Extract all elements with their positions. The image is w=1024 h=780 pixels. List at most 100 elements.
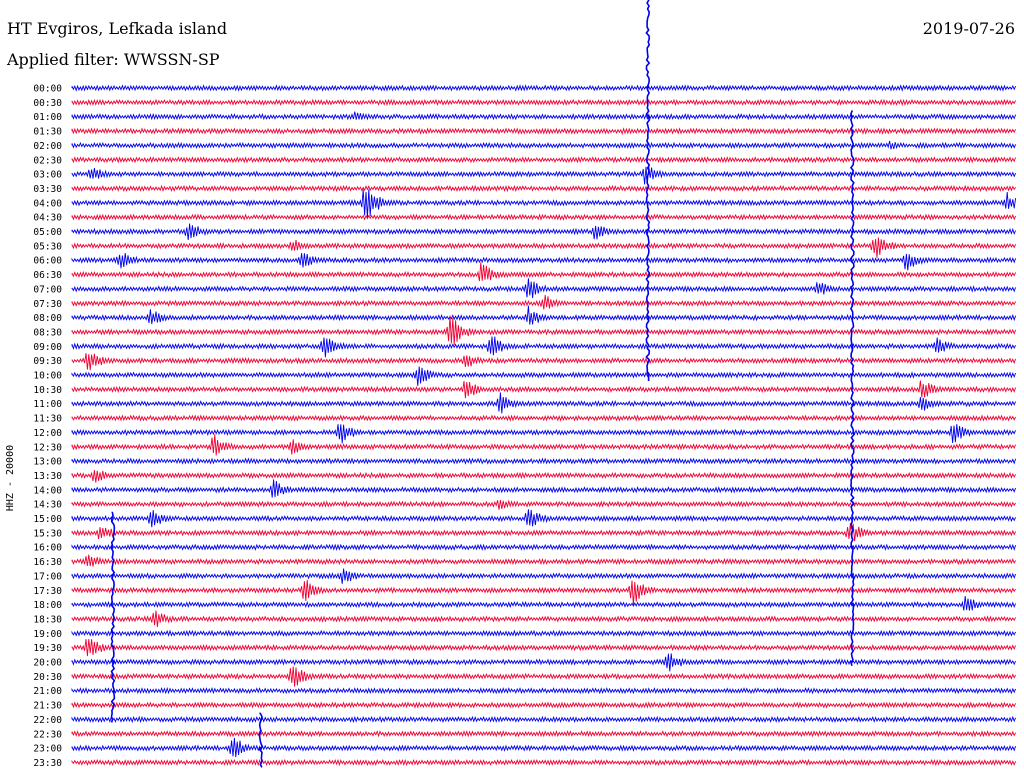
- trace-line: [71, 629, 1017, 637]
- trace-line: [71, 380, 1017, 399]
- row-time-label: 11:00: [33, 399, 62, 410]
- trace-line: [71, 278, 1017, 299]
- trace-line: [71, 366, 1017, 386]
- trace-line: [71, 294, 1017, 310]
- trace-line: [71, 189, 1017, 219]
- row-time-label: 11:30: [33, 414, 62, 425]
- major-spike: [110, 511, 116, 723]
- trace-line: [71, 509, 1017, 528]
- row-time-label: 20:30: [33, 672, 62, 683]
- row-time-label: 03:30: [33, 184, 62, 195]
- trace-line: [71, 223, 1017, 241]
- trace-line: [71, 424, 1017, 444]
- row-time-label: 04:30: [33, 213, 62, 224]
- trace-line: [71, 262, 1017, 282]
- station-title: HT Evgiros, Lefkada island: [7, 19, 228, 38]
- row-time-label: 21:00: [33, 686, 62, 697]
- row-time-label: 08:00: [33, 313, 62, 324]
- trace-line: [71, 522, 1017, 542]
- row-time-label: 17:00: [33, 571, 62, 582]
- row-time-label: 20:00: [33, 658, 62, 669]
- trace-line: [71, 166, 1017, 185]
- trace-line: [71, 737, 1017, 758]
- recording-date: 2019-07-26: [922, 19, 1015, 38]
- row-time-label: 06:30: [33, 270, 62, 281]
- row-time-label: 13:00: [33, 457, 62, 468]
- row-time-label: 19:30: [33, 643, 62, 654]
- trace-line: [71, 315, 1017, 346]
- filter-label: Applied filter: WWSSN-SP: [7, 50, 220, 69]
- trace-line: [71, 554, 1016, 567]
- major-spike: [258, 712, 264, 768]
- trace-line: [71, 686, 1017, 695]
- row-time-label: 09:00: [33, 342, 62, 353]
- trace-line: [71, 479, 1017, 498]
- trace-line: [71, 237, 1017, 258]
- trace-line: [71, 184, 1016, 193]
- trace-line: [71, 579, 1016, 606]
- trace-line: [71, 84, 1017, 92]
- row-time-label: 02:00: [33, 141, 62, 152]
- row-time-label: 04:00: [33, 198, 62, 209]
- trace-line: [71, 98, 1017, 107]
- row-time-label: 16:30: [33, 557, 62, 568]
- row-time-label: 14:00: [33, 485, 62, 496]
- major-spike: [849, 109, 855, 666]
- row-time-label: 21:30: [33, 701, 62, 712]
- row-time-label: 23:00: [33, 744, 62, 755]
- trace-line: [71, 610, 1017, 628]
- row-time-label: 15:30: [33, 528, 62, 539]
- row-time-label: 18:00: [33, 600, 62, 611]
- trace-line: [71, 156, 1017, 164]
- row-time-label: 12:00: [33, 428, 62, 439]
- trace-line: [71, 414, 1017, 422]
- trace-line: [71, 353, 1017, 371]
- trace-line: [71, 470, 1016, 483]
- row-time-label: 03:00: [33, 170, 62, 181]
- row-time-label: 12:30: [33, 442, 62, 453]
- trace-line: [71, 434, 1017, 456]
- row-time-label: 01:30: [33, 127, 62, 138]
- trace-line: [71, 140, 1017, 150]
- trace-line: [71, 305, 1017, 325]
- trace-line: [71, 701, 1017, 709]
- trace-line: [71, 111, 1017, 121]
- row-time-label: 19:00: [33, 629, 62, 640]
- row-time-label: 09:30: [33, 356, 62, 367]
- trace-line: [71, 336, 1017, 358]
- trace-line: [71, 595, 1017, 611]
- trace-line: [71, 499, 1016, 510]
- major-spike: [645, 0, 651, 381]
- row-time-label: 00:30: [33, 98, 62, 109]
- trace-line: [71, 730, 1016, 738]
- trace-line: [71, 758, 1017, 767]
- row-time-label: 06:00: [33, 256, 62, 267]
- trace-line: [71, 127, 1017, 136]
- row-time-label: 22:30: [33, 729, 62, 740]
- row-time-label: 07:00: [33, 284, 62, 295]
- row-time-label: 15:00: [33, 514, 62, 525]
- trace-line: [71, 638, 1017, 657]
- row-time-label: 05:00: [33, 227, 62, 238]
- row-time-label: 17:30: [33, 586, 62, 597]
- trace-line: [71, 543, 1017, 551]
- trace-line: [71, 653, 1017, 672]
- row-time-label: 08:30: [33, 327, 62, 338]
- row-time-label: 22:00: [33, 715, 62, 726]
- trace-line: [71, 252, 1017, 271]
- row-time-label: 14:30: [33, 500, 62, 511]
- trace-line: [71, 457, 1017, 465]
- trace-line: [71, 213, 1017, 221]
- trace-line: [71, 715, 1017, 724]
- row-time-label: 13:30: [33, 471, 62, 482]
- trace-line: [71, 666, 1016, 687]
- row-time-label: 18:30: [33, 614, 62, 625]
- row-time-label: 00:00: [33, 84, 62, 95]
- row-time-label: 23:30: [33, 758, 62, 769]
- row-time-label: 05:30: [33, 241, 62, 252]
- trace-line: [71, 392, 1017, 414]
- row-time-label: 10:30: [33, 385, 62, 396]
- row-time-label: 16:00: [33, 543, 62, 554]
- row-time-label: 10:00: [33, 371, 62, 382]
